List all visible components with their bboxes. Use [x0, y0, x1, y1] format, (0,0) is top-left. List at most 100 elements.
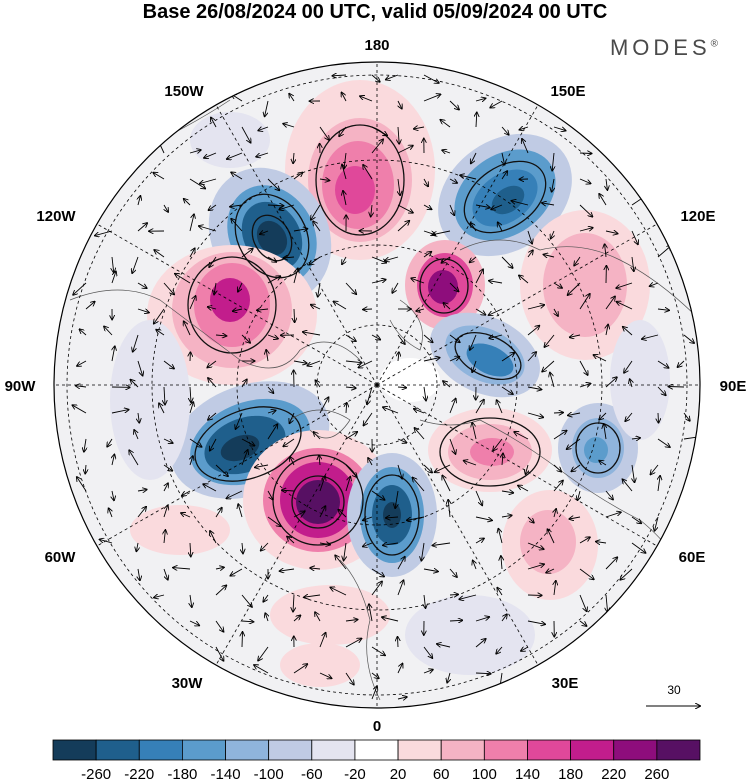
- wind-vector-arrow-icon: [267, 424, 277, 440]
- wind-vector-arrow-icon: [163, 505, 168, 518]
- wind-vector-arrow-icon: [552, 152, 554, 171]
- wind-vector-arrow-icon: [520, 127, 529, 130]
- wind-vector-arrow-icon: [657, 438, 670, 447]
- wind-vector-arrow-icon: [411, 278, 425, 284]
- wind-vector-arrow-icon: [112, 256, 114, 272]
- wind-vector-arrow-icon: [397, 464, 402, 479]
- wind-vector-arrow-icon: [579, 204, 592, 217]
- wind-vector-arrow-icon: [345, 464, 357, 477]
- wind-vector-arrow-icon: [368, 458, 372, 466]
- wind-vector-arrow-icon: [267, 334, 278, 339]
- wind-vector-arrow-icon: [501, 256, 513, 268]
- wind-vector-arrow-icon: [475, 673, 491, 674]
- wind-vector-arrow-icon: [397, 334, 405, 344]
- wind-vector-arrow-icon: [449, 399, 456, 414]
- wind-vector-arrow-icon: [527, 230, 532, 244]
- wind-vector-arrow-icon: [190, 594, 192, 607]
- wind-vector-arrow-icon: [100, 539, 113, 544]
- wind-vector-arrow-icon: [345, 432, 357, 440]
- wind-vector-arrow-icon: [443, 303, 451, 310]
- wind-vector-arrow-icon: [632, 256, 634, 271]
- wind-vector-arrow-icon: [163, 568, 168, 580]
- wind-vector-arrow-icon: [415, 428, 425, 440]
- wind-vector-arrow-icon: [254, 665, 269, 674]
- wind-vector-arrow-icon: [319, 476, 325, 492]
- colorbar-swatch: [52, 739, 97, 761]
- wind-vector-arrow-icon: [413, 478, 425, 492]
- wind-vector-arrow-icon: [136, 542, 138, 551]
- wind-vector-arrow-icon: [345, 639, 361, 648]
- wind-vector-arrow-icon: [423, 358, 440, 362]
- wind-vector-arrow-icon: [233, 309, 243, 311]
- wind-vector-arrow-icon: [443, 381, 451, 388]
- reference-vector: 30: [646, 683, 700, 706]
- wind-vector-arrow-icon: [310, 568, 321, 569]
- wind-vector-arrow-icon: [397, 664, 403, 674]
- wind-vector-arrow-icon: [397, 146, 413, 154]
- wind-vector-arrow-icon: [371, 204, 372, 217]
- wind-vector-arrow-icon: [623, 479, 633, 492]
- wind-vector-arrow-icon: [284, 257, 295, 258]
- wind-vector-arrow-icon: [398, 100, 402, 109]
- wind-vector-arrow-icon: [605, 490, 613, 500]
- wind-vector-arrow-icon: [156, 330, 165, 336]
- wind-vector-arrow-icon: [472, 423, 477, 440]
- wind-vector-arrow-icon: [293, 268, 298, 284]
- wind-vector-arrow-icon: [189, 296, 196, 310]
- wind-vector-arrow-icon: [397, 557, 405, 570]
- colorbar-tick-label: -220: [124, 766, 154, 783]
- wind-vector-arrow-icon: [307, 360, 321, 366]
- wind-vector-arrow-icon: [137, 223, 147, 232]
- wind-vector-arrow-icon: [475, 205, 490, 208]
- wind-vector-arrow-icon: [293, 229, 307, 231]
- wind-vector-arrow-icon: [423, 94, 440, 102]
- wind-vector-arrow-icon: [363, 543, 373, 547]
- wind-vector-arrow-icon: [283, 438, 295, 446]
- colorbar: -260 -220 -180 -140 -100 -60 -20 20 60 100 140 180 2…: [52, 739, 701, 783]
- wind-vector-arrow-icon: [112, 346, 115, 362]
- wind-vector-arrow-icon: [553, 481, 563, 492]
- wind-vector-arrow-icon: [606, 178, 607, 190]
- wind-vector-arrow-icon: [442, 256, 451, 263]
- wind-vector-arrow-icon: [238, 504, 243, 518]
- wind-vector-arrow-icon: [554, 509, 556, 518]
- wind-vector-arrow-icon: [498, 529, 503, 544]
- wind-vector-arrow-icon: [657, 309, 669, 310]
- wind-vector-arrow-icon: [137, 282, 147, 288]
- wind-vector-arrow-icon: [630, 379, 632, 388]
- wind-vector-arrow-icon: [241, 438, 254, 446]
- wind-vector-arrow-icon: [267, 276, 280, 284]
- wind-vector-arrow-icon: [668, 387, 685, 388]
- wind-vector-arrow-icon: [164, 483, 168, 492]
- wind-vector-arrow-icon: [345, 477, 350, 492]
- wind-vector-arrow-icon: [501, 126, 509, 135]
- wind-vector-arrow-icon: [214, 282, 216, 294]
- wind-vector-arrow-icon: [184, 199, 191, 206]
- wind-vector-arrow-icon: [241, 380, 247, 388]
- wind-vector-arrow-icon: [497, 588, 503, 596]
- wind-vector-arrow-icon: [604, 424, 606, 440]
- wind-vector-arrow-icon: [567, 438, 581, 449]
- wind-vector-arrow-icon: [542, 203, 555, 205]
- wind-vector-arrow-icon: [154, 250, 165, 258]
- wind-vector-arrow-icon: [658, 412, 659, 423]
- wind-vector-arrow-icon: [423, 670, 433, 673]
- map-field: [54, 62, 700, 708]
- wind-vector-arrow-icon: [579, 228, 593, 231]
- wind-vector-arrow-icon: [397, 204, 413, 213]
- wind-vector-arrow-icon: [133, 334, 139, 352]
- wind-vector-arrow-icon: [215, 464, 228, 476]
- wind-vector-arrow-icon: [471, 223, 477, 232]
- wind-vector-arrow-icon: [241, 249, 253, 258]
- wind-vector-arrow-icon: [369, 604, 373, 622]
- wind-vector-arrow-icon: [501, 171, 507, 180]
- wind-vector-arrow-icon: [449, 179, 457, 183]
- wind-vector-arrow-icon: [200, 178, 217, 184]
- wind-vector-arrow-icon: [512, 201, 529, 206]
- lon-label-150w: 150W: [164, 83, 204, 100]
- wind-vector-arrow-icon: [658, 476, 660, 492]
- wind-vector-arrow-icon: [470, 256, 477, 262]
- wind-vector-arrow-icon: [594, 355, 607, 362]
- wind-vector-arrow-icon: [386, 517, 399, 518]
- wind-vector-arrow-icon: [77, 477, 87, 492]
